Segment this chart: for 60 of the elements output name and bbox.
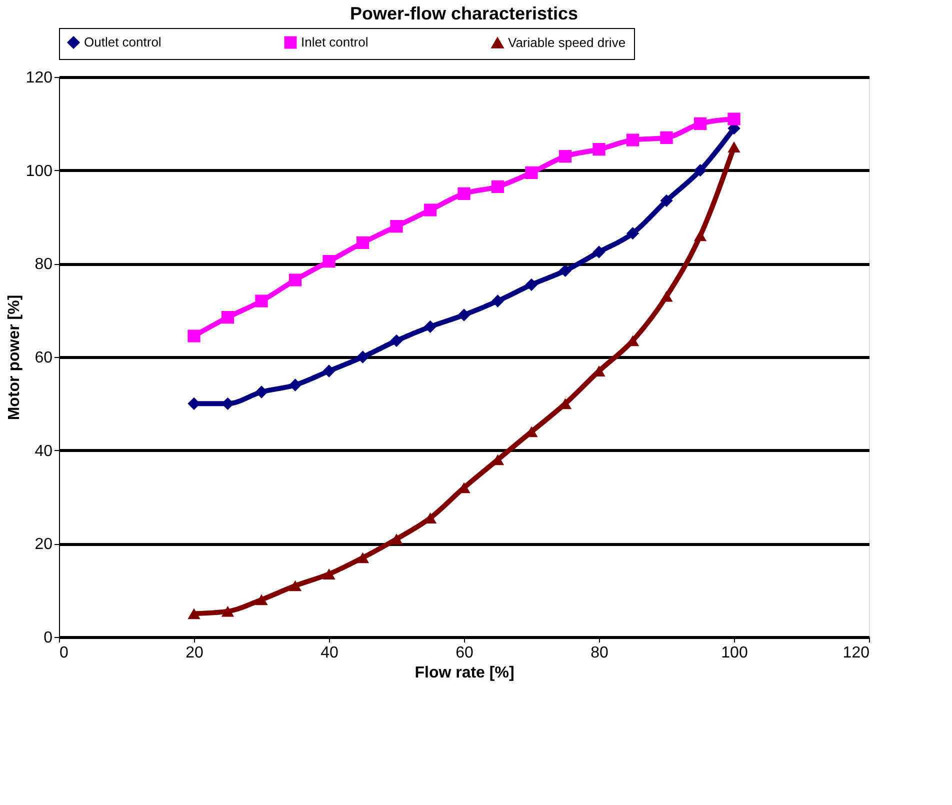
point [626,134,640,146]
point [356,236,370,249]
y-axis-title: Motor power [%] [6,294,23,420]
point [660,194,673,207]
x-tick-label: 120 [842,644,870,662]
y-tick-label: 40 [34,442,53,460]
point [626,227,640,240]
y-tick-label: 20 [34,536,53,554]
point [188,608,200,620]
point [322,568,336,580]
legend-label: Variable speed drive [508,34,626,50]
point [221,311,234,324]
point [458,308,470,322]
point [424,204,437,216]
y-tick-label: 0 [44,630,53,646]
point [592,143,606,156]
point [694,117,707,130]
point [592,246,606,258]
x-axis-title: Flow rate [%] [414,664,514,682]
point [356,552,370,564]
point [525,166,538,179]
point [255,594,268,606]
point [458,187,470,200]
point [558,264,572,277]
point [322,255,336,268]
point [728,112,740,126]
point [525,278,538,291]
y-tick-label: 80 [34,256,53,274]
point [660,290,673,302]
point [694,164,707,177]
chart-title: Power-flow characteristics [350,4,578,24]
point [188,330,200,342]
x-tick-label: 60 [456,644,474,662]
point [424,320,437,333]
point [660,131,673,144]
y-tick-label: 60 [34,350,53,366]
point [558,150,572,163]
x-tick-label: 100 [721,644,748,662]
point [491,294,504,308]
point [390,334,403,347]
point [322,364,336,378]
point [255,294,268,308]
point [694,230,707,242]
point [491,180,504,193]
y-tick-label: 120 [26,70,53,86]
point [255,386,268,398]
legend-label: Inlet control [301,34,368,50]
x-tick-label: 0 [60,644,68,662]
y-tick-label: 100 [26,162,53,180]
legend-label: Outlet control [84,34,162,50]
x-tick-label: 40 [320,644,338,662]
point [728,142,740,152]
point [390,220,403,233]
point [288,378,302,392]
point [221,606,234,617]
point [288,274,302,286]
point [288,580,302,592]
point [356,350,370,364]
x-tick-label: 80 [590,644,608,662]
x-tick-label: 20 [186,644,204,662]
